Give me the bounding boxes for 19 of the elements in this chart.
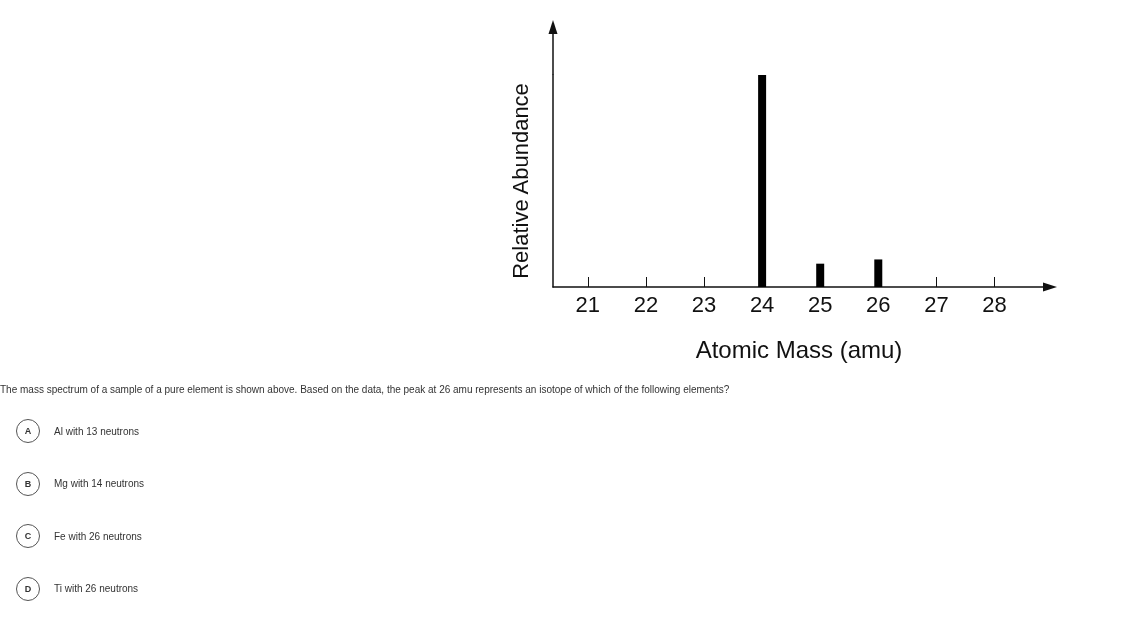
x-tick-label: 22 [633, 291, 659, 317]
x-tick-label: 24 [749, 291, 775, 317]
x-tick-label: 21 [575, 291, 601, 317]
text: Fe with 26 neutrons [54, 530, 142, 542]
x-tick-label: 27 [924, 291, 949, 317]
x-axis-title: Atomic Mass (amu) [695, 335, 903, 363]
text: Mg with 14 neutrons [54, 478, 145, 489]
x-tick-label: 25 [807, 291, 833, 317]
x-tick-label: 28 [982, 291, 1007, 317]
text: Al with 13 neutrons [54, 425, 140, 437]
text: C [16, 524, 40, 548]
x-tick-label: 26 [866, 291, 891, 317]
text: B [16, 471, 40, 496]
text: Ti with 26 neutrons [54, 583, 139, 594]
y-axis-title: Relative Abundance [507, 83, 533, 279]
text: The mass spectrum of a sample of a pure element is shown above. Based on the data, the peak at 26 amu represents an isotope of which of the following elements? [0, 384, 730, 395]
text: A [16, 419, 40, 443]
x-tick-label: 23 [691, 291, 717, 317]
text: D [16, 576, 40, 601]
